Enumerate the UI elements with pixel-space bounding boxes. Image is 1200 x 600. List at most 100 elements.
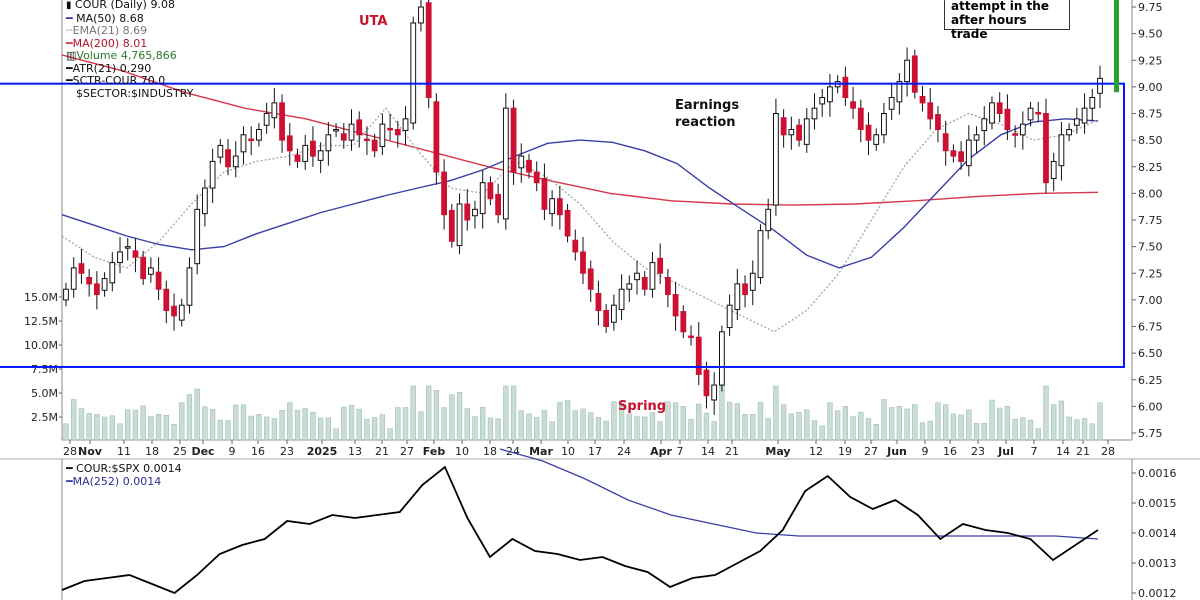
ema21-path <box>61 107 1099 333</box>
legend-ratio: ━ COUR:$SPX 0.0014 <box>66 462 182 476</box>
volume-bar <box>534 417 540 441</box>
candle-up <box>317 150 324 161</box>
candle-up <box>649 262 656 290</box>
x-tick-label: Jul <box>997 445 1014 458</box>
candle-down <box>93 283 100 296</box>
candle-down <box>279 102 285 141</box>
legend-atr-text: ATR(21) 0.290 <box>72 61 152 75</box>
x-tick-label: Nov <box>78 445 103 458</box>
volume-bar <box>248 415 254 441</box>
price-tick-label: 7.00 <box>1138 294 1163 307</box>
volume-bar <box>526 413 532 441</box>
candle-up <box>479 182 486 215</box>
price-tick-label: 6.00 <box>1138 400 1163 413</box>
ratio-tick-label: 0.0015 <box>1138 497 1177 510</box>
candle-up <box>819 97 826 105</box>
range-box <box>0 82 1125 368</box>
candle-down <box>919 95 926 104</box>
x-tick-label: 14 <box>701 445 715 458</box>
legend-sector-text: $SECTOR:$INDUSTRY <box>76 86 194 100</box>
legend-sector: $SECTOR:$INDUSTRY <box>66 86 194 101</box>
candle-down <box>155 271 162 290</box>
candle-up <box>981 118 988 132</box>
candle-down <box>595 292 602 312</box>
volume-bar <box>109 415 115 441</box>
candle-down <box>487 182 494 200</box>
legend-ema21-text: EMA(21) 8.69 <box>72 24 148 37</box>
price-tick-label: 7.75 <box>1138 214 1163 227</box>
candle-up <box>757 230 764 279</box>
annotation-box-line2: after hours trade <box>951 13 1027 41</box>
volume-bar <box>642 416 648 441</box>
volume-bar <box>981 423 987 441</box>
candle-up <box>302 144 309 162</box>
volume-bar <box>209 409 216 441</box>
candle-up <box>904 59 910 83</box>
volume-bar <box>348 405 355 441</box>
legend-ma200-text: MA(200) 8.01 <box>72 36 148 50</box>
volume-bar <box>873 424 879 441</box>
legend-ma50: ━ MA(50) 8.68 <box>66 12 193 26</box>
candle-down <box>340 133 347 141</box>
volume-icon: ▥ <box>66 49 77 62</box>
volume-bar <box>950 413 957 441</box>
volume-bar <box>726 401 733 441</box>
volume-bar <box>132 409 139 441</box>
candle-up <box>147 267 154 275</box>
candle-up <box>217 144 224 158</box>
x-tick-label: 2025 <box>307 445 338 458</box>
line-icon: ━ <box>66 474 73 488</box>
candle-up <box>634 272 640 281</box>
volume-tick-label: 5.0M <box>31 387 58 400</box>
candle-up <box>965 139 972 167</box>
volume-bar <box>472 416 478 441</box>
legend-ema21: ┄EMA(21) 8.69 <box>66 24 193 38</box>
x-tick-label: 28 <box>63 445 77 458</box>
candle-up <box>1089 97 1096 109</box>
candle-down <box>464 203 471 221</box>
volume-bar <box>734 403 740 441</box>
x-tick-label: 12 <box>809 445 823 458</box>
candle-down <box>541 177 548 210</box>
candle-up <box>1097 77 1103 94</box>
candle-up <box>109 262 116 284</box>
candle-up <box>379 123 386 148</box>
volume-bar <box>356 408 362 441</box>
candle-up <box>402 118 409 132</box>
candle-down <box>796 124 802 141</box>
x-tick-label: 7 <box>677 445 684 458</box>
volume-bar <box>634 416 640 441</box>
candle-down <box>78 263 85 274</box>
volume-bar <box>294 409 301 441</box>
volume-bar <box>780 404 787 441</box>
volume-bar <box>858 411 864 441</box>
candle-down <box>248 138 255 142</box>
dotted-line-icon: ┄ <box>66 24 73 37</box>
x-axis: 28 Nov 11 18 25 Dec 9 16 23 2025 13 21 27 Feb 10 18 24 Ma… <box>63 440 1115 458</box>
candle-down <box>171 305 177 317</box>
candle-down <box>1043 113 1049 184</box>
volume-bar <box>711 421 717 441</box>
candle-up <box>472 208 478 217</box>
candle-down <box>564 209 571 237</box>
x-tick-label: 9 <box>922 445 929 458</box>
line-icon: ━ <box>66 74 73 87</box>
ratio-tick-label: 0.0016 <box>1138 467 1177 480</box>
candle-up <box>888 97 895 110</box>
candle-up <box>456 203 463 247</box>
volume-bar <box>1097 402 1103 441</box>
volume-bar <box>263 416 270 441</box>
volume-bar <box>696 403 702 441</box>
volume-bar <box>765 418 771 441</box>
volume-bar <box>240 404 247 441</box>
volume-bar <box>202 406 208 441</box>
volume-bar <box>287 402 293 441</box>
volume-bar <box>1027 419 1034 441</box>
volume-bar <box>1074 419 1080 441</box>
candle-down <box>680 311 687 333</box>
x-tick-label: 18 <box>145 445 159 458</box>
candle-up <box>186 267 193 306</box>
price-tick-label: 9.50 <box>1138 28 1163 41</box>
volume-bar <box>557 401 563 441</box>
